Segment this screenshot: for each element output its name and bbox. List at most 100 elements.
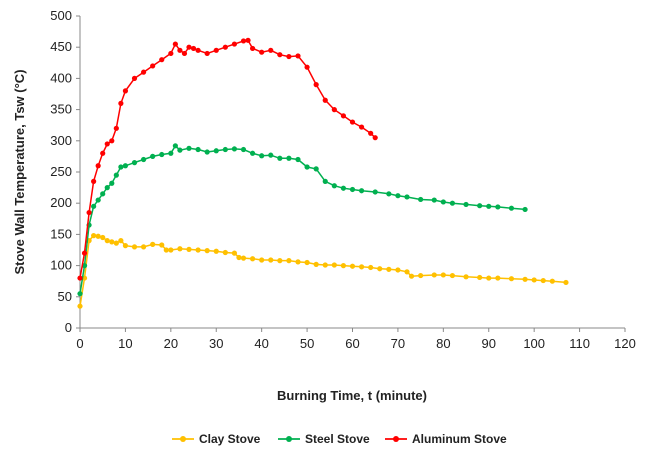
data-point-clay-stove: [313, 261, 319, 267]
x-axis-title: Burning Time, t (minute): [277, 388, 427, 403]
data-point-aluminum-stove: [181, 50, 188, 57]
data-point-clay-stove: [349, 263, 356, 269]
data-point-clay-stove: [304, 259, 310, 266]
x-tick-label: 80: [436, 336, 450, 351]
data-point-aluminum-stove: [231, 41, 238, 47]
data-point-steel-stove: [109, 180, 115, 186]
legend-label: Steel Stove: [305, 432, 370, 446]
data-point-steel-stove: [91, 203, 97, 209]
y-tick-label: 250: [50, 164, 72, 179]
x-tick-label: 70: [391, 336, 405, 351]
data-point-aluminum-stove: [186, 44, 192, 50]
data-point-steel-stove: [304, 164, 310, 170]
data-point-clay-stove: [259, 257, 265, 263]
data-point-clay-stove: [522, 276, 528, 282]
data-point-clay-stove: [386, 266, 392, 272]
x-tick-label: 40: [254, 336, 268, 351]
legend-item-steel-stove: Steel Stove: [278, 432, 370, 446]
series-layer: [77, 37, 569, 309]
data-point-steel-stove: [463, 201, 469, 208]
data-point-aluminum-stove: [109, 138, 115, 144]
data-point-steel-stove: [268, 152, 274, 158]
data-point-clay-stove: [449, 272, 456, 279]
data-point-steel-stove: [172, 143, 178, 149]
data-point-steel-stove: [204, 149, 210, 155]
data-point-aluminum-stove: [204, 50, 210, 57]
y-axis-title: Stove Wall Temperature, Tsw (°C): [12, 69, 27, 274]
legend-label: Clay Stove: [199, 432, 261, 446]
x-tick-label: 100: [523, 336, 545, 351]
data-point-steel-stove: [477, 203, 483, 209]
data-point-clay-stove: [368, 264, 374, 271]
data-point-clay-stove: [113, 240, 119, 246]
data-point-clay-stove: [131, 244, 138, 250]
data-point-aluminum-stove: [168, 50, 174, 57]
x-tick-label: 110: [569, 336, 590, 351]
y-tick-label: 150: [50, 226, 72, 241]
data-point-aluminum-stove: [122, 88, 129, 94]
data-point-clay-stove: [508, 276, 515, 282]
data-point-clay-stove: [463, 274, 469, 280]
data-point-aluminum-stove: [286, 53, 292, 60]
data-point-steel-stove: [286, 155, 292, 161]
data-point-steel-stove: [168, 150, 174, 156]
data-point-clay-stove: [377, 266, 383, 272]
data-point-steel-stove: [313, 166, 319, 172]
data-point-aluminum-stove: [150, 63, 156, 69]
x-tick-label: 90: [482, 336, 496, 351]
data-point-clay-stove: [549, 278, 555, 284]
data-point-aluminum-stove: [268, 47, 274, 53]
data-point-steel-stove: [440, 199, 446, 205]
data-point-clay-stove: [100, 234, 106, 241]
data-point-clay-stove: [440, 272, 446, 278]
data-point-steel-stove: [222, 146, 228, 153]
data-point-clay-stove: [95, 233, 101, 239]
data-point-clay-stove: [213, 248, 219, 254]
data-point-clay-stove: [204, 248, 210, 254]
data-point-aluminum-stove: [358, 124, 365, 130]
x-tick-label: 30: [209, 336, 223, 351]
data-point-clay-stove: [395, 267, 401, 273]
data-point-steel-stove: [508, 205, 515, 211]
data-point-aluminum-stove: [100, 150, 106, 156]
data-point-steel-stove: [418, 196, 424, 203]
data-point-clay-stove: [340, 263, 347, 269]
data-point-clay-stove: [104, 238, 110, 244]
data-point-steel-stove: [100, 191, 106, 197]
data-point-clay-stove: [150, 241, 156, 247]
legend-label: Aluminum Stove: [412, 432, 507, 446]
data-point-steel-stove: [159, 151, 165, 158]
data-point-aluminum-stove: [177, 47, 183, 53]
data-point-clay-stove: [118, 238, 124, 244]
data-point-aluminum-stove: [104, 141, 110, 147]
data-point-steel-stove: [231, 146, 238, 152]
data-point-clay-stove: [195, 247, 201, 253]
data-point-aluminum-stove: [349, 119, 356, 125]
data-point-clay-stove: [77, 303, 83, 309]
data-point-aluminum-stove: [118, 100, 124, 106]
data-point-aluminum-stove: [340, 113, 347, 119]
data-point-aluminum-stove: [295, 53, 301, 59]
x-tick-label: 20: [164, 336, 178, 351]
data-point-clay-stove: [277, 258, 283, 264]
data-point-steel-stove: [277, 155, 283, 161]
data-point-clay-stove: [408, 273, 415, 279]
data-point-aluminum-stove: [313, 82, 319, 88]
y-tick-label: 350: [50, 102, 72, 117]
data-point-aluminum-stove: [195, 47, 201, 53]
data-point-aluminum-stove: [277, 52, 283, 58]
data-point-clay-stove: [186, 246, 192, 252]
data-point-aluminum-stove: [91, 178, 97, 184]
legend-swatch-marker: [180, 436, 186, 442]
x-tick-label: 50: [300, 336, 314, 351]
legend-item-clay-stove: Clay Stove: [172, 432, 261, 446]
data-point-steel-stove: [249, 150, 256, 156]
data-point-steel-stove: [150, 153, 156, 159]
data-point-clay-stove: [109, 239, 115, 245]
data-point-steel-stove: [122, 163, 129, 169]
data-point-clay-stove: [286, 258, 292, 264]
data-point-aluminum-stove: [159, 57, 165, 63]
data-point-steel-stove: [449, 200, 456, 206]
x-tick-label: 120: [614, 336, 636, 351]
data-point-clay-stove: [358, 264, 365, 270]
